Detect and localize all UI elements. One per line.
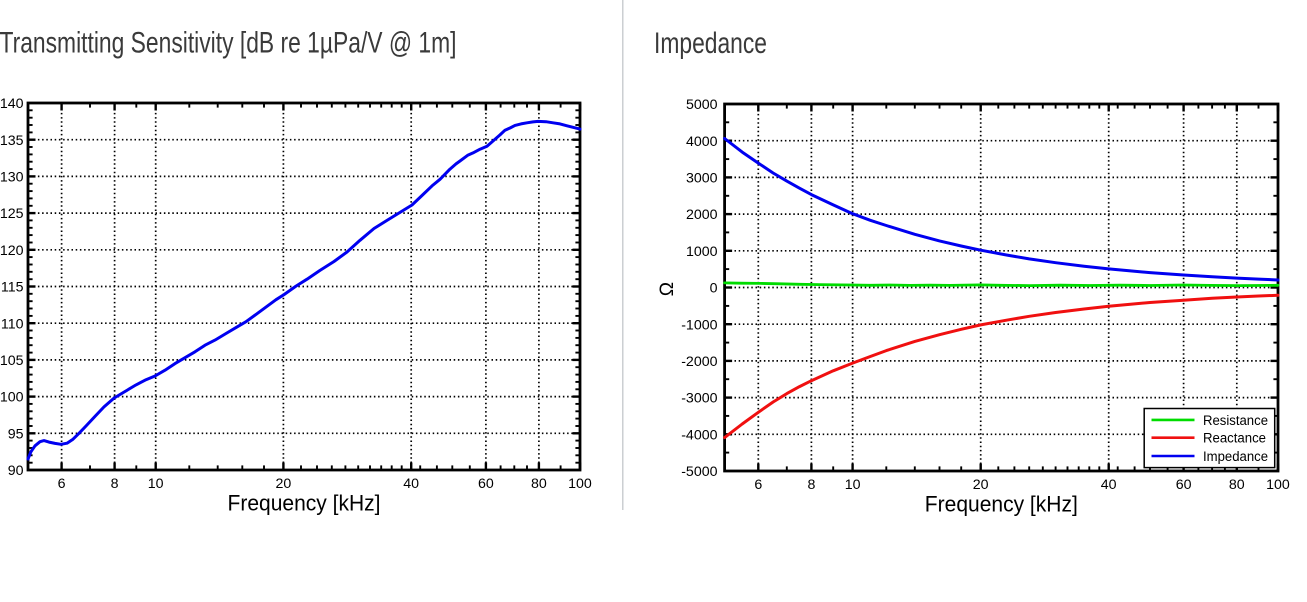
svg-text:-1000: -1000 [681, 317, 717, 333]
svg-text:60: 60 [478, 476, 494, 492]
svg-text:Frequency [kHz]: Frequency [kHz] [228, 491, 381, 516]
svg-text:-4000: -4000 [681, 427, 717, 443]
svg-text:40: 40 [403, 476, 419, 492]
svg-text:Transmitting Sensitivity [dB r: Transmitting Sensitivity [dB re 1µPa/V @… [0, 27, 457, 60]
svg-text:Resistance: Resistance [1203, 413, 1268, 429]
svg-text:4000: 4000 [686, 134, 718, 150]
svg-text:Reactance: Reactance [1203, 431, 1266, 447]
svg-text:140: 140 [0, 96, 24, 112]
svg-text:80: 80 [1229, 477, 1245, 493]
svg-text:115: 115 [1, 280, 24, 296]
svg-text:120: 120 [0, 243, 24, 259]
svg-text:Impedance: Impedance [654, 27, 767, 60]
svg-text:-5000: -5000 [681, 464, 717, 480]
svg-text:105: 105 [0, 353, 24, 369]
svg-text:10: 10 [845, 477, 861, 493]
svg-text:80: 80 [531, 476, 547, 492]
svg-text:40: 40 [1101, 477, 1117, 493]
svg-text:100: 100 [568, 476, 592, 492]
svg-text:110: 110 [1, 316, 24, 332]
svg-text:20: 20 [973, 477, 989, 493]
svg-text:8: 8 [807, 477, 815, 493]
svg-text:95: 95 [8, 426, 24, 442]
svg-text:10: 10 [148, 476, 164, 492]
svg-text:-3000: -3000 [681, 391, 717, 407]
svg-text:6: 6 [754, 477, 762, 493]
svg-text:-2000: -2000 [681, 354, 717, 370]
svg-text:90: 90 [8, 463, 24, 479]
svg-text:Frequency [kHz]: Frequency [kHz] [925, 492, 1078, 517]
svg-text:8: 8 [111, 476, 119, 492]
svg-text:135: 135 [0, 133, 24, 149]
svg-text:125: 125 [0, 206, 24, 222]
svg-text:3000: 3000 [686, 171, 718, 187]
svg-text:1000: 1000 [686, 244, 718, 260]
svg-text:5000: 5000 [686, 97, 718, 113]
svg-text:Impedance: Impedance [1203, 449, 1268, 465]
svg-text:20: 20 [276, 476, 292, 492]
svg-text:100: 100 [1266, 477, 1290, 493]
svg-text:130: 130 [0, 170, 24, 186]
svg-text:Ω: Ω [657, 282, 678, 296]
svg-text:2000: 2000 [686, 207, 718, 223]
svg-text:0: 0 [710, 281, 718, 297]
svg-text:6: 6 [58, 476, 66, 492]
svg-text:100: 100 [0, 390, 24, 406]
svg-text:60: 60 [1176, 477, 1192, 493]
